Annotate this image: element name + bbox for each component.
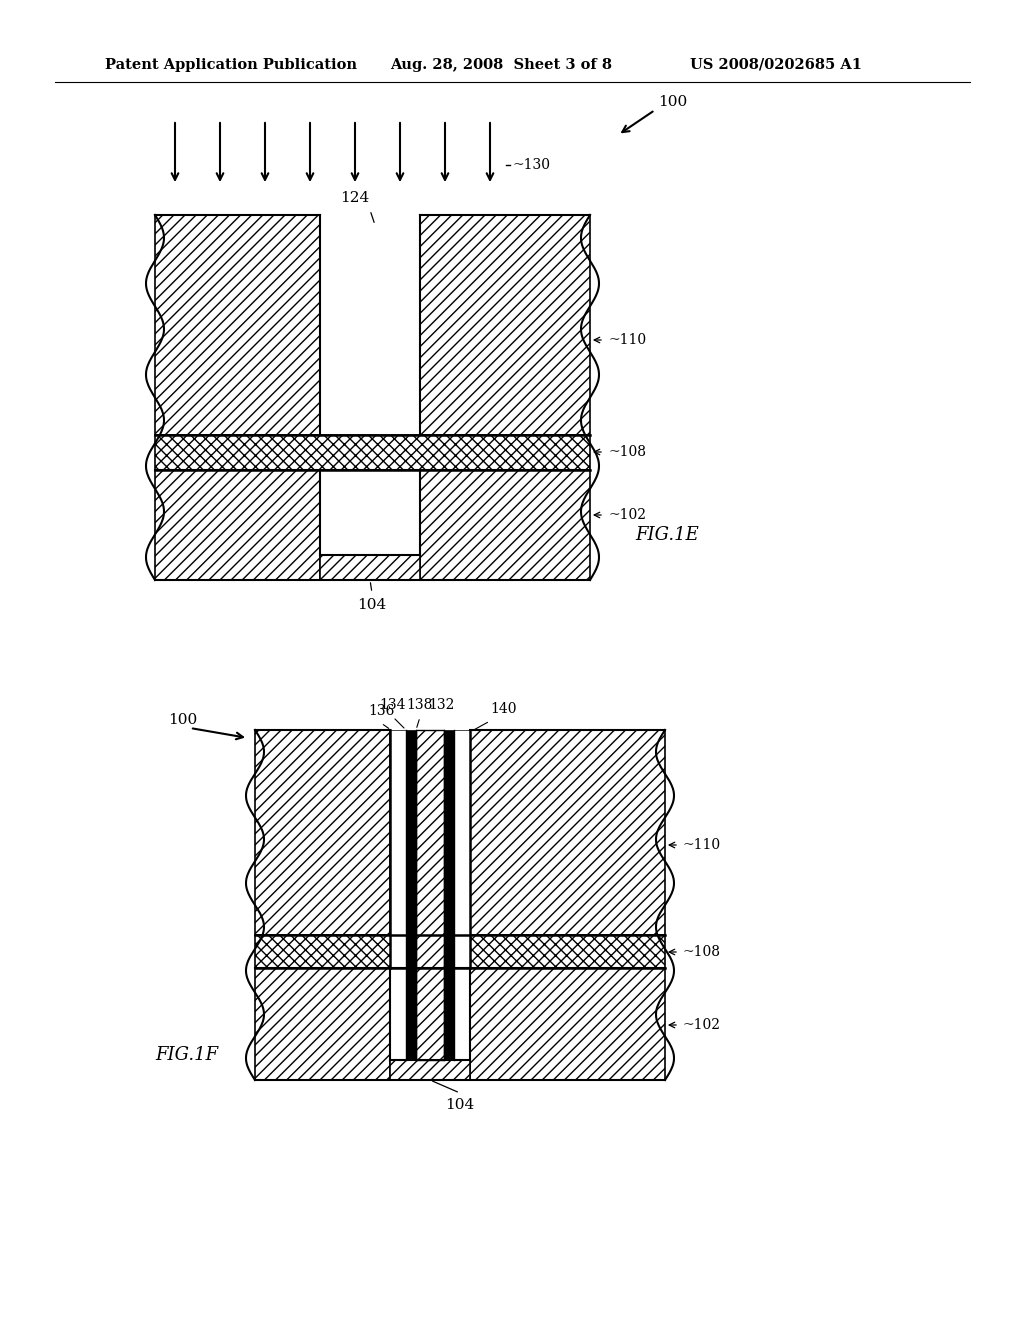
Text: FIG.1E: FIG.1E: [635, 525, 698, 544]
Text: 138: 138: [407, 698, 433, 711]
Text: 136: 136: [368, 704, 394, 718]
Text: Aug. 28, 2008  Sheet 3 of 8: Aug. 28, 2008 Sheet 3 of 8: [390, 58, 612, 73]
Bar: [444, 730, 454, 1060]
Bar: [155, 470, 319, 579]
Text: ~108: ~108: [608, 445, 646, 459]
Bar: [319, 554, 420, 579]
Text: ~110: ~110: [683, 838, 721, 851]
Text: ~102: ~102: [683, 1018, 721, 1032]
Bar: [416, 730, 444, 1060]
Bar: [420, 215, 590, 436]
Bar: [390, 730, 406, 1060]
Text: 140: 140: [490, 702, 516, 715]
Bar: [255, 968, 390, 1080]
Bar: [406, 730, 416, 1060]
Bar: [420, 470, 590, 579]
Text: ~110: ~110: [608, 333, 646, 347]
Text: 134: 134: [380, 698, 407, 711]
Text: ~102: ~102: [608, 508, 646, 521]
Bar: [255, 730, 390, 935]
Text: 124: 124: [340, 191, 370, 205]
Text: ~108: ~108: [683, 945, 721, 960]
Bar: [470, 968, 665, 1080]
Bar: [155, 215, 319, 436]
Text: 104: 104: [357, 598, 387, 612]
Text: US 2008/0202685 A1: US 2008/0202685 A1: [690, 58, 862, 73]
Bar: [255, 935, 665, 968]
Bar: [470, 730, 665, 935]
Text: 100: 100: [658, 95, 687, 110]
Text: 132: 132: [428, 698, 455, 711]
Bar: [454, 730, 470, 1060]
Text: 104: 104: [445, 1098, 475, 1111]
Bar: [155, 436, 590, 470]
Text: Patent Application Publication: Patent Application Publication: [105, 58, 357, 73]
Text: FIG.1F: FIG.1F: [155, 1045, 218, 1064]
Bar: [390, 1060, 470, 1080]
Text: 100: 100: [168, 713, 198, 727]
Text: ~130: ~130: [512, 158, 550, 172]
